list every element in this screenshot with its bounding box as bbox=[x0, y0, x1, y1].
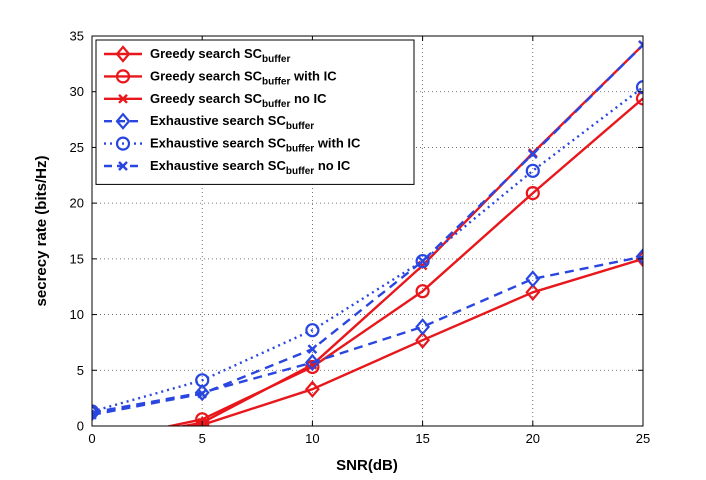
legend-label-suffix: with IC bbox=[314, 136, 361, 151]
series-line bbox=[164, 97, 643, 426]
series-line bbox=[92, 86, 643, 413]
diamond-marker bbox=[525, 283, 541, 301]
x-marker bbox=[527, 149, 538, 159]
x-marker bbox=[118, 161, 128, 171]
x-marker bbox=[118, 93, 128, 104]
y-tick-label: 30 bbox=[70, 84, 84, 99]
legend-label-subscript: buffer bbox=[262, 99, 290, 110]
diamond-marker bbox=[115, 45, 131, 63]
legend-label: Greedy search SCbuffer bbox=[150, 46, 290, 65]
legend-label-suffix: no IC bbox=[314, 158, 351, 173]
diamond-marker bbox=[415, 318, 431, 336]
x-marker bbox=[197, 388, 208, 399]
legend-label-main: Greedy search SC bbox=[150, 68, 263, 83]
ticks: 0 5 10 15 20 25 0 5 10 15 20 25 30 35 bbox=[70, 29, 651, 447]
y-tick-label: 0 bbox=[77, 419, 84, 434]
legend-label-main: Exhaustive search SC bbox=[150, 158, 286, 173]
circle-marker bbox=[415, 284, 430, 299]
diamond-marker bbox=[525, 270, 541, 288]
x-marker bbox=[307, 344, 318, 354]
legend-label: Greedy search SCbuffer with IC bbox=[150, 68, 337, 87]
x-tick-label: 15 bbox=[415, 431, 429, 446]
legend-label-main: Exhaustive search SC bbox=[150, 113, 286, 128]
diamond-marker bbox=[115, 112, 131, 130]
x-tick-label: 5 bbox=[199, 431, 206, 446]
legend-label-suffix: no IC bbox=[290, 91, 327, 106]
series-line bbox=[92, 44, 643, 417]
x-tick-label: 25 bbox=[636, 431, 650, 446]
y-axis-label: secrecy rate (bits/Hz) bbox=[33, 156, 50, 307]
y-tick-label: 5 bbox=[77, 363, 84, 378]
legend-label: Exhaustive search SCbuffer with IC bbox=[150, 136, 361, 155]
y-tick-label: 25 bbox=[70, 140, 84, 155]
series-line bbox=[177, 44, 643, 426]
legend-label-subscript: buffer bbox=[262, 76, 290, 87]
legend-box bbox=[95, 39, 415, 185]
legend-label-subscript: buffer bbox=[286, 121, 314, 132]
legend-label-subscript: buffer bbox=[286, 144, 314, 155]
diamond-marker bbox=[304, 380, 320, 398]
series-5 bbox=[92, 80, 643, 419]
circle-marker bbox=[635, 91, 643, 106]
legend-entry-2: Greedy search SCbuffer with IC bbox=[104, 68, 337, 87]
x-marker bbox=[92, 410, 97, 420]
x-marker bbox=[417, 256, 428, 266]
series-6 bbox=[92, 40, 643, 420]
circle-marker bbox=[635, 80, 643, 95]
x-tick-label: 20 bbox=[526, 431, 540, 446]
circle-marker bbox=[415, 253, 430, 269]
legend-label: Exhaustive search SCbuffer no IC bbox=[150, 158, 351, 177]
legend-entry-5: Exhaustive search SCbuffer with IC bbox=[104, 136, 361, 155]
circle-marker bbox=[525, 186, 540, 201]
x-marker bbox=[638, 40, 643, 50]
legend-label: Exhaustive search SCbuffer bbox=[150, 113, 314, 132]
diamond-marker bbox=[415, 331, 431, 349]
circle-marker bbox=[92, 404, 100, 419]
legend-label-main: Exhaustive search SC bbox=[150, 136, 286, 151]
series-line bbox=[92, 255, 643, 414]
legend-label-suffix: with IC bbox=[290, 68, 337, 83]
diamond-marker bbox=[635, 247, 643, 266]
x-tick-label: 10 bbox=[305, 431, 319, 446]
circle-marker bbox=[195, 373, 210, 388]
circle-marker bbox=[305, 323, 320, 338]
legend-label: Greedy search SCbuffer no IC bbox=[150, 91, 327, 110]
x-tick-label: 0 bbox=[88, 431, 95, 446]
legend-entry-1: Greedy search SCbuffer bbox=[104, 45, 290, 65]
legend-label-main: Greedy search SC bbox=[150, 91, 263, 106]
circle-marker bbox=[525, 163, 540, 178]
circle-marker bbox=[115, 69, 131, 84]
legend-entry-3: Greedy search SCbuffer no IC bbox=[104, 91, 327, 110]
series-4 bbox=[92, 247, 643, 422]
x-axis-label: SNR(dB) bbox=[336, 457, 398, 474]
diamond-marker bbox=[304, 353, 320, 372]
series-line bbox=[190, 257, 643, 426]
circle-marker bbox=[115, 136, 131, 151]
legend-entry-4: Exhaustive search SCbuffer bbox=[104, 112, 314, 132]
y-tick-label: 10 bbox=[70, 307, 84, 322]
legend-label-subscript: buffer bbox=[262, 54, 290, 65]
legend-entry-6: Exhaustive search SCbuffer no IC bbox=[104, 158, 351, 177]
legend-label-subscript: buffer bbox=[286, 166, 314, 177]
diamond-marker bbox=[92, 403, 100, 422]
y-tick-label: 15 bbox=[70, 251, 84, 266]
plot-frame bbox=[91, 35, 644, 427]
legend-label-main: Greedy search SC bbox=[150, 46, 263, 61]
y-tick-label: 20 bbox=[70, 196, 84, 211]
y-tick-label: 35 bbox=[70, 29, 84, 44]
